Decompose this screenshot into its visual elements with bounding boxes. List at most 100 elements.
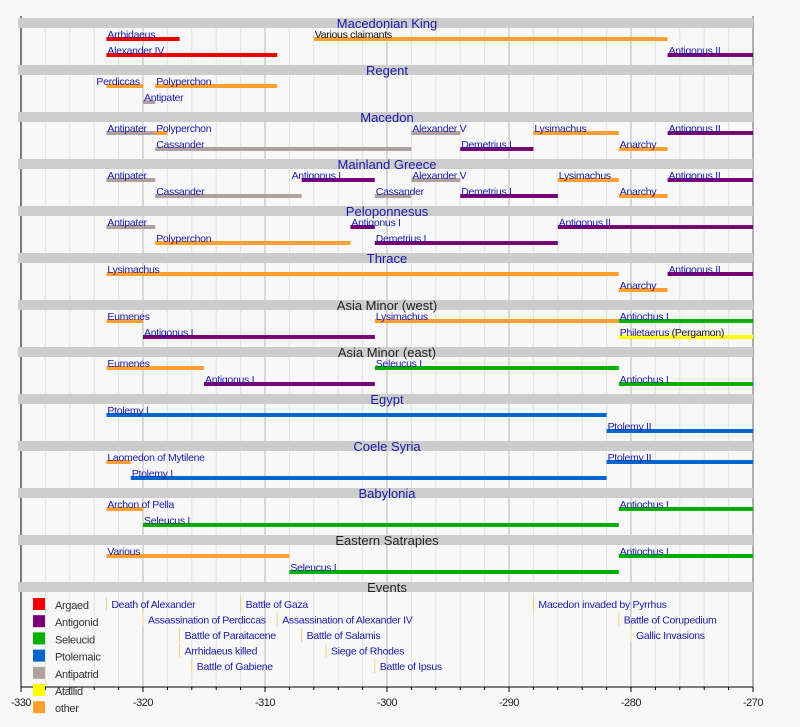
reign-bar [155,194,302,198]
event-label: Death of Alexander [111,599,196,611]
reign-label: Antigonus II [669,45,721,57]
reign-bar [618,288,668,292]
legend: Argaed Antigonid Seleucid Ptolemaic Antipatr… [33,598,102,715]
reign-label: Polyperchon [156,123,212,135]
reign-bar [606,429,753,433]
reign-label: Antiochus I [620,311,669,323]
reign-bar [411,178,461,182]
event-label: Battle of Salamis [307,630,381,642]
section-title: Asia Minor (west) [337,298,437,313]
reign-label: Antigonus I [351,217,400,229]
section-asia-minor-west: Eumenes Lysimachus Antiochus I Antigonus I P… [106,311,753,339]
reign-label: Philetaerus (Pergamon) [620,327,724,339]
event-label: Battle of Gaza [246,599,309,611]
event-label: Battle of Corupedium [624,615,717,627]
reign-bar [106,84,143,88]
section-macedonian-king: Arrhidaeus Various claimants Alexander IV A… [106,29,753,57]
event-label: Assassination of Alexander IV [282,615,413,627]
section-header-bar [18,65,753,75]
reign-label: Cassander [376,186,425,198]
section-eastern-satrapies: Various Antiochus I Seleucus I [106,546,753,574]
section-title: Eastern Satrapies [335,533,439,548]
reign-label: Antiochus I [620,374,669,386]
reign-bar [143,335,375,339]
reign-bar [106,319,143,323]
section-macedon: Antipater Polyperchon Alexander V Lysimachu… [106,123,753,151]
reign-label: Various claimants [315,29,392,41]
reign-label: Antigonus II [669,170,721,182]
reign-label: Antigonus II [669,123,721,135]
reign-label: Antigonus I [144,327,193,339]
reign-bar [106,37,180,41]
section-title: Regent [366,63,408,78]
x-tick-label: -270 [743,697,763,709]
reign-bar [618,147,668,151]
sections: Macedonian King Arrhidaeus Various claiman… [18,16,753,595]
x-tick-label: -320 [133,697,153,709]
reign-label: Arrhidaeus [107,29,155,41]
reign-bar [374,319,619,323]
legend-label: other [55,703,79,715]
reign-label: Antipater [107,170,147,182]
reign-label: Antiochus I [620,546,669,558]
reign-bar [667,131,753,135]
reign-label: Various [107,546,140,558]
reign-bar [313,37,668,41]
reign-label: Ptolemy II [608,452,652,464]
section-header-bar [18,347,753,357]
reign-bar [155,147,412,151]
reign-bar [557,178,619,182]
legend-label: Seleucid [55,634,95,646]
event-label: Arrhidaeus killed [185,646,258,658]
reign-bar [667,53,753,57]
reign-label: Demetrius I [376,233,426,245]
legend-label: Atallid [55,686,83,698]
reign-bar [106,554,290,558]
reign-label: Perdiccas [96,76,139,88]
section-header-bar [18,112,753,122]
section-title: Peloponnesus [346,204,429,219]
reign-label: Eumenes [107,358,149,370]
event-label: Assassination of Perdiccas [148,615,266,627]
event-label: Macedon invaded by Pyrrhus [538,599,666,611]
reign-label: Lysimachus [559,170,611,182]
reign-bar [106,366,204,370]
section-header-bar [18,206,753,216]
reign-label: Antipater [107,217,147,229]
legend-label: Antipatrid [55,669,99,681]
events: Death of Alexander Battle of Gaza Macedon … [105,597,717,673]
section-mainland-greece: Antipater Antigonus I Alexander V Lysimachu… [106,170,753,198]
reign-bar [143,100,156,104]
reign-label: Antipater [107,123,147,135]
reign-label: Eumenes [107,311,149,323]
legend-swatch [33,615,45,628]
reign-label: Anarchy [620,139,657,151]
legend-label: Argaed [55,600,89,612]
reign-label: Seleucus I [376,358,422,370]
x-tick-label: -300 [377,697,397,709]
section-regent: Perdiccas Polyperchon Antipater [96,76,278,104]
section-header-bar [18,159,753,169]
reign-bar [374,194,412,198]
section-header-bar [18,18,753,28]
section-header-bar [18,441,753,451]
reign-label: Alexander IV [107,45,164,57]
reign-label: Antigonus I [292,170,341,182]
event-label: Gallic Invasions [636,630,705,642]
reign-label: Archon of Pella [107,499,174,511]
reign-bar [106,460,131,464]
reign-label: Ptolemy II [608,421,652,433]
section-header-bar [18,488,753,498]
reign-bar [143,523,619,527]
reign-label: Lysimachus [107,264,159,276]
reign-label: Antigonus I [205,374,254,386]
reign-label: Lysimachus [534,123,586,135]
reign-bar [106,272,619,276]
reign-bar [460,147,534,151]
reign-label: Anarchy [620,186,657,198]
reign-label: Ptolemy I [107,405,148,417]
reign-label: Polyperchon [156,233,212,245]
reign-bar [374,241,558,245]
section-title: Babylonia [358,486,416,501]
